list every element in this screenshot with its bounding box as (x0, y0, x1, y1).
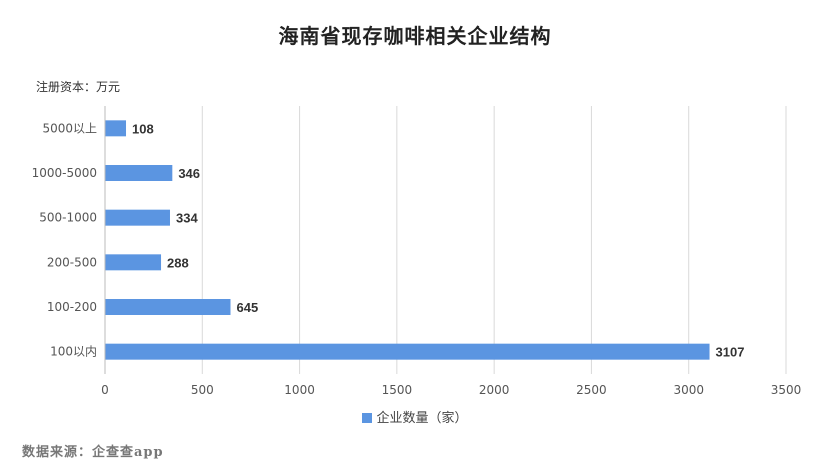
x-tick-label: 3000 (673, 383, 704, 397)
bar (105, 299, 231, 315)
bar (105, 165, 173, 181)
data-label: 334 (176, 211, 198, 226)
legend: 企业数量（家） (0, 407, 830, 426)
unit-label: 注册资本：万元 (36, 80, 121, 94)
y-tick-label: 100以内 (50, 345, 97, 359)
data-label: 3107 (716, 345, 745, 360)
y-tick-label: 5000以上 (42, 121, 97, 135)
bar (105, 120, 127, 137)
x-tick-label: 2000 (479, 383, 510, 397)
data-label: 346 (178, 166, 200, 181)
y-tick-label: 1000-5000 (32, 166, 97, 180)
x-tick-label: 3500 (771, 383, 802, 397)
y-tick-label: 100-200 (47, 300, 97, 314)
data-label: 288 (167, 255, 189, 270)
grid-layer (201, 106, 787, 374)
data-label: 645 (236, 300, 258, 315)
x-tick-label: 2500 (576, 383, 607, 397)
x-tick-label: 500 (191, 383, 214, 397)
legend-swatch (362, 413, 373, 423)
data-label: 108 (132, 121, 154, 136)
legend-label: 企业数量（家） (376, 411, 468, 426)
x-tick-label: 0 (101, 383, 109, 397)
bar (105, 254, 162, 271)
x-tick-label: 1500 (382, 383, 413, 397)
x-tick-label: 1000 (284, 383, 315, 397)
source-note: 数据来源：企查查app (22, 445, 164, 460)
y-tick-label: 200-500 (47, 255, 97, 269)
label-layer: 108 346 334 288 645 3107 (132, 121, 744, 359)
bar (105, 209, 170, 226)
chart-title: 海南省现存咖啡相关企业结构 (278, 24, 552, 48)
axis-layer: 0 500 1000 1500 2000 2500 3000 3500 5000以上 1000-5… (32, 106, 802, 397)
bar-layer (105, 120, 710, 360)
bar (105, 343, 710, 360)
y-tick-label: 500-1000 (39, 211, 97, 225)
